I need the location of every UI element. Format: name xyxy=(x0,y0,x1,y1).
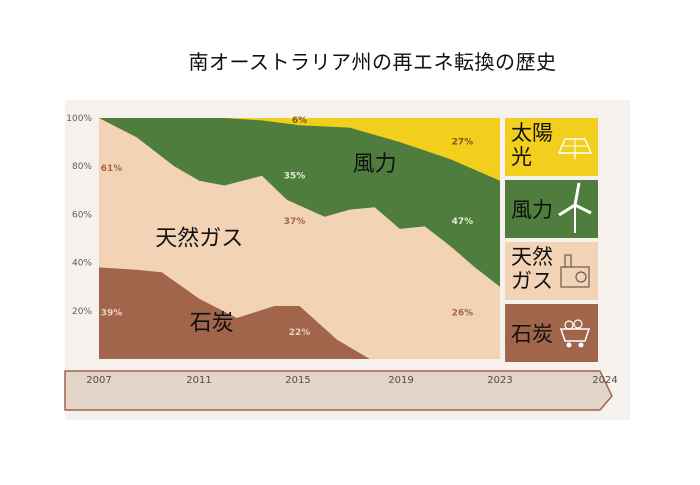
area-label: 風力 xyxy=(353,152,397,177)
legend-label: 太陽 xyxy=(511,121,553,145)
data-label: 37% xyxy=(284,217,306,227)
data-label: 26% xyxy=(452,309,474,319)
area-coal xyxy=(99,267,500,359)
area-label: 石炭 xyxy=(190,311,234,336)
y-tick-label: 60% xyxy=(72,210,92,220)
data-label: 61% xyxy=(101,164,123,174)
area-label: 天然ガス xyxy=(155,227,243,252)
data-label: 35% xyxy=(284,171,306,181)
y-tick-label: 80% xyxy=(72,162,92,172)
x-tick-label: 2011 xyxy=(186,375,211,386)
gas-plant-icon xyxy=(560,254,590,288)
x-tick-label: 2024 xyxy=(592,375,617,386)
legend-label: 光 xyxy=(511,145,532,169)
wind-turbine-icon xyxy=(558,182,592,233)
data-label: 6% xyxy=(292,116,307,126)
legend-label: 天然 xyxy=(511,245,553,269)
area-gas xyxy=(99,118,500,359)
timeline-arrow xyxy=(64,370,613,411)
data-label: 39% xyxy=(101,309,123,319)
legend-label: ガス xyxy=(511,269,553,293)
legend-swatch xyxy=(505,118,598,176)
y-tick-label: 100% xyxy=(66,114,92,124)
coal-cart-icon xyxy=(559,319,591,348)
x-tick-label: 2015 xyxy=(285,375,310,386)
legend-label: 石炭 xyxy=(511,322,553,346)
x-tick-label: 2019 xyxy=(388,375,413,386)
y-tick-label: 20% xyxy=(72,307,92,317)
x-tick-label: 2023 xyxy=(487,375,512,386)
chart-title: 南オーストラリア州の再エネ転換の歴史 xyxy=(188,50,557,74)
legend-swatch xyxy=(505,242,598,300)
solar-panel-icon xyxy=(557,138,593,159)
data-label: 47% xyxy=(452,217,474,227)
x-tick-label: 2007 xyxy=(86,375,111,386)
legend-swatch xyxy=(505,304,598,362)
legend-label: 風力 xyxy=(511,198,553,222)
data-label: 22% xyxy=(289,328,311,338)
y-tick-label: 40% xyxy=(72,259,92,269)
data-label: 27% xyxy=(452,138,474,148)
